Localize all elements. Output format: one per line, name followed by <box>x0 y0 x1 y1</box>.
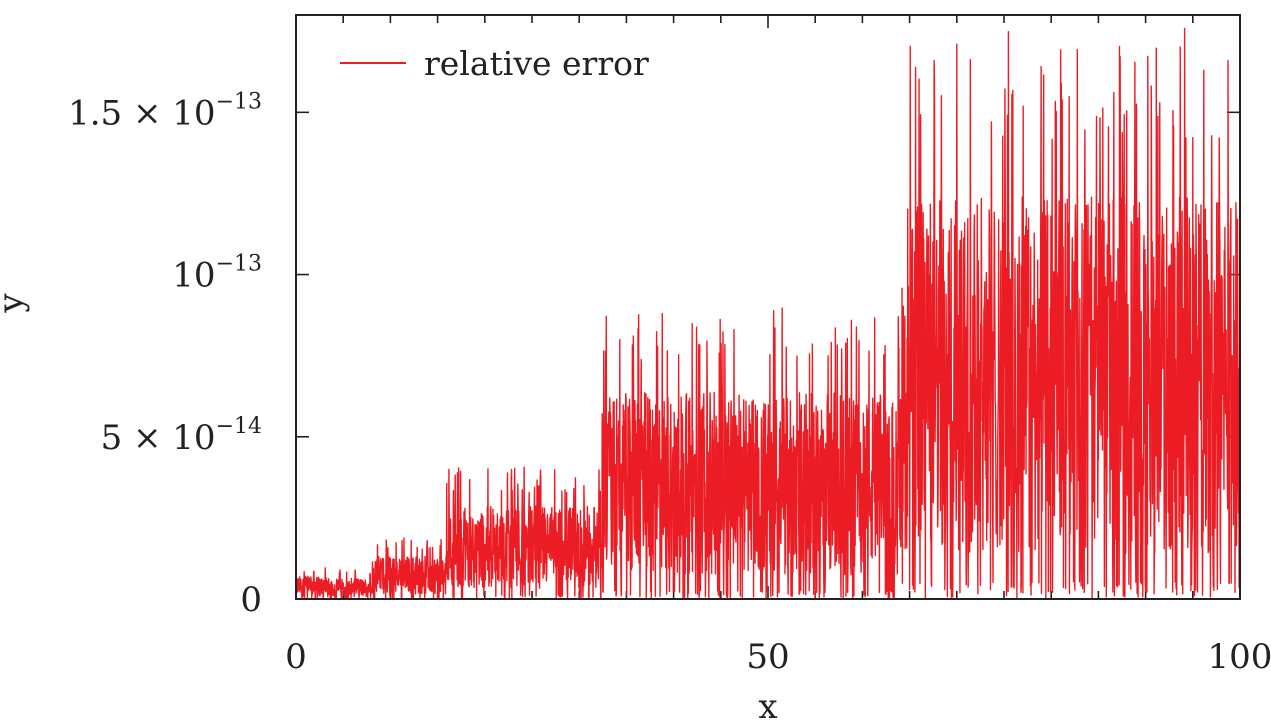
x-axis-label: x <box>758 687 777 723</box>
relative-error-line <box>295 27 1241 600</box>
series-relative-error <box>295 27 1241 600</box>
y-tick-label: 5 × 10−14 <box>101 414 262 458</box>
y-tick-label: 1.5 × 10−13 <box>68 89 262 133</box>
x-tick-label: 0 <box>285 637 307 677</box>
x-tick-label: 50 <box>746 637 789 677</box>
y-tick-label: 0 <box>240 580 262 620</box>
plot-frame <box>295 14 1241 600</box>
legend-label: relative error <box>424 44 649 83</box>
legend: relative error <box>340 44 649 83</box>
y-tick-label: 10−13 <box>172 252 262 296</box>
y-axis-label: y <box>0 293 31 314</box>
x-tick-label: 100 <box>1208 637 1271 677</box>
y-tick-labels: 0 5 × 10−14 10−13 1.5 × 10−13 <box>68 89 262 620</box>
x-tick-labels: 0 50 100 <box>285 637 1271 677</box>
